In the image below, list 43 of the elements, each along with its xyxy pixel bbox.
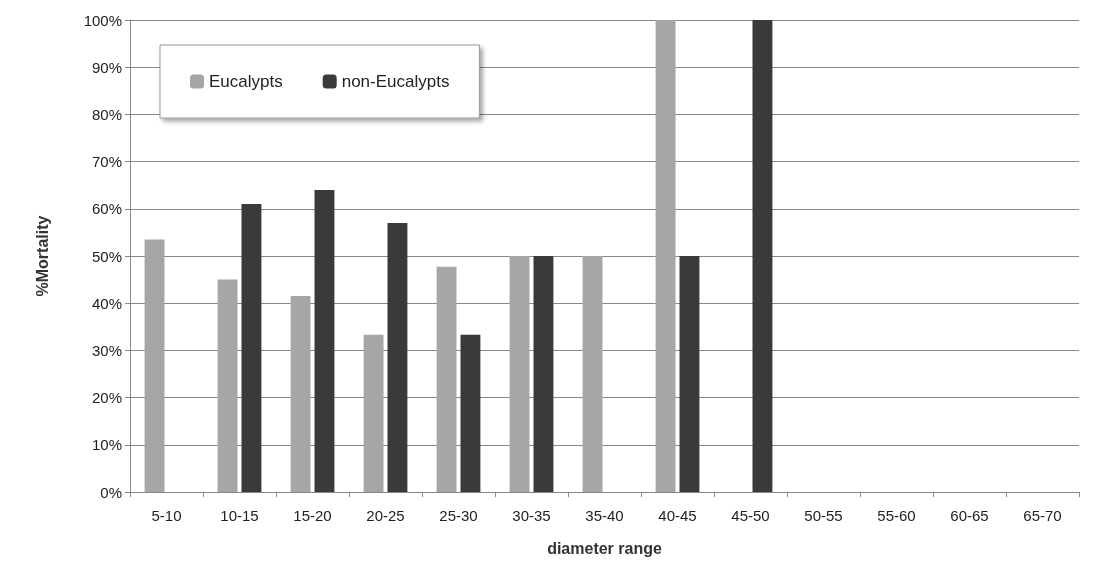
legend-label: Eucalypts: [209, 72, 283, 91]
bar: [582, 256, 603, 492]
bar: [217, 279, 238, 492]
bar: [436, 266, 457, 492]
y-tick-label: 10%: [91, 436, 122, 454]
x-tick-label: 5-10: [151, 507, 182, 524]
x-tick-label: 60-65: [950, 507, 989, 524]
x-tick-label: 50-55: [804, 507, 843, 524]
bar: [460, 334, 481, 492]
y-tick-label: 90%: [91, 58, 122, 76]
x-tick-label: 10-15: [220, 507, 259, 524]
x-tick-label: 55-60: [877, 507, 916, 524]
bar: [679, 256, 700, 492]
x-tick-label: 25-30: [439, 507, 478, 524]
x-tick-label: 65-70: [1023, 507, 1062, 524]
x-tick-label: 20-25: [366, 507, 405, 524]
y-axis-title: %Mortality: [33, 215, 51, 297]
y-tick-label: 20%: [91, 389, 122, 407]
y-tick-label: 30%: [91, 341, 122, 359]
x-tick-label: 30-35: [512, 507, 551, 524]
x-tick-label: 45-50: [731, 507, 770, 524]
bar: [290, 296, 311, 492]
y-tick-label: 80%: [91, 105, 122, 123]
bar: [752, 20, 773, 492]
y-tick-label: 50%: [91, 247, 122, 265]
bar: [533, 256, 554, 492]
bar: [509, 256, 530, 492]
bar: [655, 20, 676, 492]
bar: [363, 334, 384, 492]
y-tick-label: 40%: [91, 294, 122, 312]
bar: [387, 222, 408, 492]
y-tick-label: 100%: [83, 11, 122, 29]
y-tick-label: 0%: [100, 483, 122, 501]
bar: [241, 204, 262, 492]
x-axis-title: diameter range: [547, 539, 662, 557]
x-tick-label: 15-20: [293, 507, 332, 524]
y-tick-label: 60%: [91, 200, 122, 218]
legend-label: non-Eucalypts: [341, 72, 450, 91]
x-tick-label: 40-45: [658, 507, 697, 524]
x-tick-label: 35-40: [585, 507, 624, 524]
y-tick-label: 70%: [91, 153, 122, 171]
bar: [144, 239, 165, 492]
bar: [314, 189, 335, 492]
